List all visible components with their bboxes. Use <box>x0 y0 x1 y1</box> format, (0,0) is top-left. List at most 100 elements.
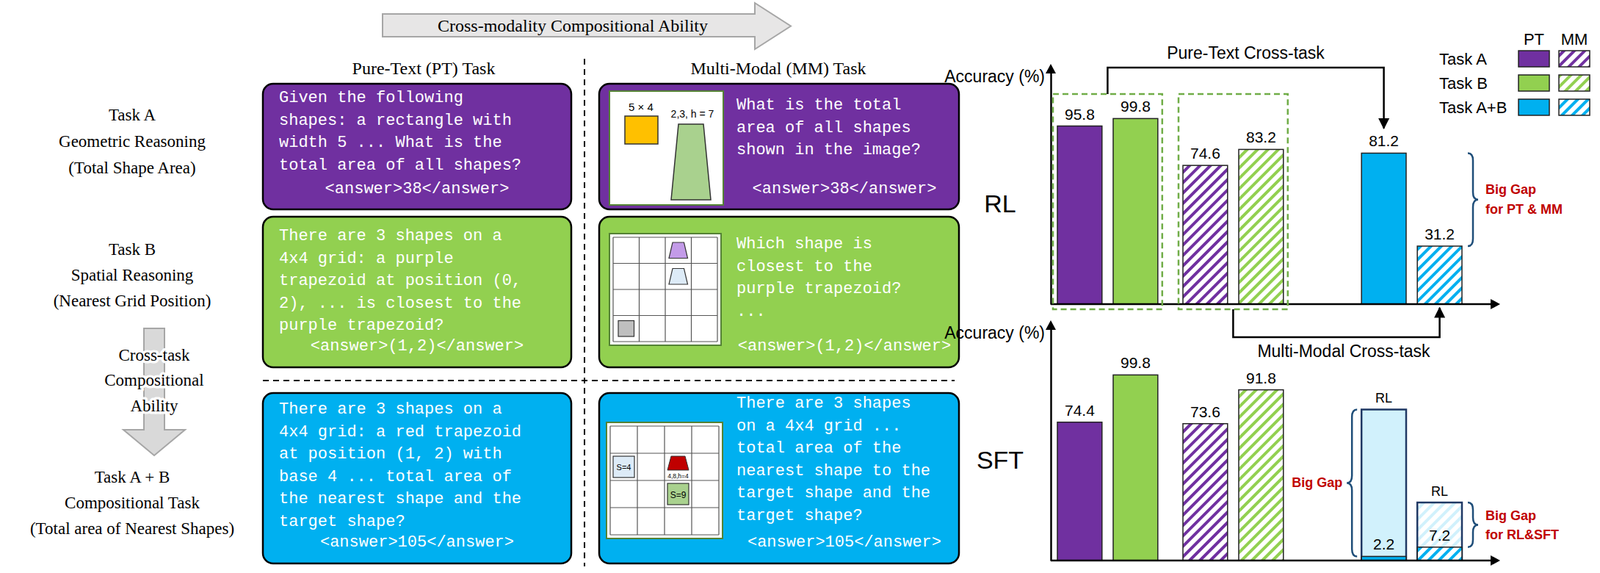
prompt-line: on a 4x4 grid ... <box>736 417 901 436</box>
shape-trapezoid <box>667 455 689 470</box>
shape-square <box>667 483 689 505</box>
data-label: 2.2 <box>1373 535 1395 553</box>
row-label: (Nearest Grid Position) <box>53 291 212 310</box>
task-image: S=44,8,h=4S=9 <box>606 422 723 539</box>
mm-box <box>599 83 959 210</box>
bar <box>1113 374 1158 561</box>
chart-title: SFT <box>976 445 1024 474</box>
chart: RLAccuracy (%)95.899.874.683.281.231.2Pu… <box>944 43 1563 361</box>
legend-label: Task A <box>1439 49 1487 69</box>
prompt-line: Given the following <box>279 88 464 108</box>
side-arrow-label: Cross-task <box>118 345 191 365</box>
y-axis <box>1050 323 1052 561</box>
image-text: S=9 <box>670 489 687 501</box>
grid-line <box>610 533 719 535</box>
row-label: (Total Shape Area) <box>68 158 196 177</box>
prompt-line: There are 3 shapes <box>736 394 912 413</box>
data-label: 83.2 <box>1246 128 1277 146</box>
legend-header: PT <box>1523 30 1545 49</box>
data-label: 7.2 <box>1428 526 1451 544</box>
grid-line <box>610 506 719 508</box>
row-label: Compositional Task <box>64 493 200 512</box>
legend-swatch <box>1518 50 1550 67</box>
y-axis-line <box>1050 66 1053 305</box>
prompt-line: trapezoid at position (0, <box>279 271 522 291</box>
y-axis-line <box>1050 323 1053 561</box>
prompt-line: total area of the <box>736 439 901 458</box>
data-label: 31.2 <box>1424 225 1455 243</box>
annotation: Big Gap <box>1291 475 1343 490</box>
legend-header: MM <box>1561 30 1589 49</box>
row-label: Geometric Reasoning <box>58 132 206 151</box>
column-header: Multi-Modal (MM) Task <box>690 58 866 78</box>
legend-label: Task A+B <box>1439 98 1507 117</box>
prompt-line: 4x4 grid: a purple <box>279 249 454 269</box>
prompt-line: Which shape is <box>736 234 873 254</box>
prompt-line: What is the total <box>736 96 901 115</box>
brace <box>1467 152 1479 246</box>
annotation: Pure-Text Cross-task <box>1166 43 1325 63</box>
reference-label: RL <box>1375 390 1393 406</box>
top-arrow-label: Cross-modality Compositional Ability <box>437 16 708 36</box>
answer: <answer>38</answer> <box>325 179 510 199</box>
annotation: for PT & MM <box>1485 201 1563 217</box>
y-axis-title: Accuracy (%) <box>944 323 1045 343</box>
grid-line <box>690 237 692 342</box>
task-image: 5 × 4 2,3, h = 7 <box>609 91 724 205</box>
group-box <box>1052 93 1163 310</box>
prompt-line: 4x4 grid: a red trapezoid <box>279 422 522 442</box>
column-header: Pure-Text (PT) Task <box>352 58 496 78</box>
shape-trapezoid <box>668 242 689 259</box>
prompt-line: target shape? <box>736 506 863 526</box>
figure: Cross-modality Compositional Ability Pure… <box>0 0 1600 573</box>
row-label: Task B <box>108 240 156 259</box>
grid-line <box>610 479 719 481</box>
cross-task-arrow <box>1232 307 1440 338</box>
top-arrow <box>382 2 791 50</box>
data-label: 73.6 <box>1190 403 1221 421</box>
grid-line <box>718 425 719 535</box>
bar <box>1182 423 1228 561</box>
bar <box>1238 149 1284 304</box>
data-label: 95.8 <box>1064 105 1095 123</box>
mm-box <box>599 392 959 564</box>
image-text: S=4 <box>616 462 632 472</box>
bar <box>1361 152 1407 304</box>
bar <box>1417 245 1462 304</box>
bar <box>1057 422 1103 561</box>
prompt-line: the nearest shape and the <box>279 489 522 509</box>
bars <box>1057 374 1462 561</box>
side-arrow-label: Compositional <box>104 370 204 390</box>
divider-vertical <box>583 58 586 567</box>
x-axis-line <box>1050 303 1498 306</box>
prompt-line: There are 3 shapes on a <box>279 226 503 246</box>
prompt-line: purple trapezoid? <box>279 316 444 335</box>
task-image <box>609 233 722 346</box>
image-text: 2,3, h = 7 <box>671 107 715 120</box>
prompt-line: closest to the <box>736 257 873 277</box>
pt-box <box>262 216 572 368</box>
x-axis-line <box>1050 559 1498 562</box>
prompt-line: target shape? <box>279 512 406 531</box>
grid-line <box>716 237 718 342</box>
image-frame <box>609 91 724 205</box>
divider-horizontal <box>262 379 955 382</box>
prompt-line: shown in the image? <box>736 140 921 160</box>
data-label: 99.8 <box>1120 97 1151 115</box>
reference-label: RL <box>1431 483 1449 499</box>
reference-bar <box>1361 408 1407 561</box>
legend-label: Task B <box>1439 74 1488 93</box>
prompt-line: ... <box>736 302 766 321</box>
y-axis-arrowhead <box>1045 320 1056 330</box>
chart: SFTAccuracy (%)74.499.873.691.82.27.2RLR… <box>944 320 1559 566</box>
prompt-line: area of all shapes <box>736 118 912 138</box>
brace <box>1467 502 1479 548</box>
legend-swatch <box>1558 99 1590 116</box>
shape-square <box>613 455 635 478</box>
image-text: 5 × 4 <box>628 100 654 114</box>
cross-task-arrow <box>1107 67 1384 128</box>
prompt-line: purple trapezoid? <box>736 279 901 299</box>
prompt-line: at position (1, 2) with <box>279 444 503 464</box>
answer: <answer>38</answer> <box>752 179 937 199</box>
legend-swatch <box>1558 74 1590 92</box>
